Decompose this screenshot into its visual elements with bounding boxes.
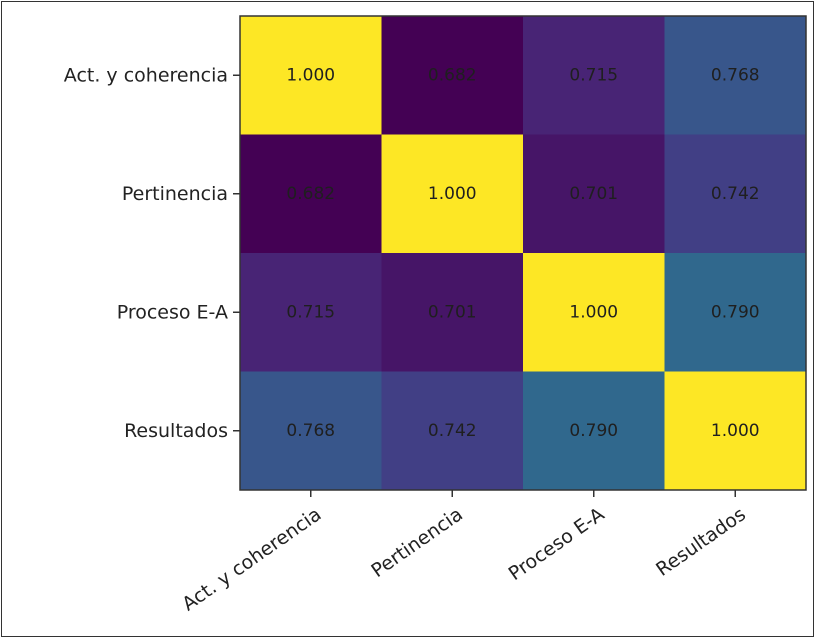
cell-value-label-r2-c1: 0.701	[428, 302, 477, 322]
x-tick-label-3: Resultados	[652, 503, 750, 581]
cell-value-label-r1-c1: 1.000	[428, 184, 477, 204]
cell-value-label-r0-c1: 0.682	[428, 65, 477, 85]
heatmap-cell-r1-c1	[381, 134, 524, 254]
heatmap-cell-r1-c3	[664, 134, 807, 254]
x-tick-label-2: Proceso E-A	[505, 503, 609, 585]
heatmap-cell-r3-c1	[381, 371, 524, 491]
cell-value-label-r2-c3: 0.790	[711, 302, 760, 322]
heatmap-cell-r2-c0	[240, 253, 382, 372]
heatmap-cell-r0-c1	[381, 16, 524, 135]
cell-value-label-r2-c2: 1.000	[569, 302, 618, 322]
y-tick-label-3: Resultados	[124, 420, 228, 442]
cell-value-label-r3-c2: 0.790	[569, 421, 618, 441]
heatmap-cell-r0-c2	[523, 16, 665, 135]
cell-value-label-r0-c3: 0.768	[711, 65, 760, 85]
heatmap-cells	[240, 16, 807, 491]
heatmap-cell-r0-c3	[664, 16, 807, 135]
y-tick-label-1: Pertinencia	[122, 183, 228, 205]
heatmap-cell-r2-c2	[523, 253, 665, 372]
cell-value-label-r3-c3: 1.000	[711, 421, 760, 441]
cell-value-label-r1-c2: 0.701	[569, 184, 618, 204]
heatmap-cell-r2-c3	[664, 253, 807, 372]
x-tick-label-0: Act. y coherencia	[178, 503, 325, 615]
axes-frame	[239, 15, 807, 491]
y-tick-label-2: Proceso E-A	[117, 301, 228, 323]
y-axis-ticks: Act. y coherencia Pertinencia Proceso E-A R…	[64, 64, 240, 442]
heatmap-cell-r3-c0	[240, 371, 382, 491]
y-tick-label-0: Act. y coherencia	[64, 64, 228, 86]
heatmap-cell-r3-c3	[664, 371, 807, 491]
cell-value-label-r2-c0: 0.715	[286, 302, 335, 322]
cell-value-label-r1-c3: 0.742	[711, 184, 760, 204]
cell-value-label-r3-c1: 0.742	[428, 421, 477, 441]
cell-value-label-r1-c0: 0.682	[286, 184, 335, 204]
heatmap-cell-labels: 1.000 0.682 0.715 0.768 0.682 1.000 0.701 0.742…	[286, 65, 759, 441]
x-tick-label-1: Pertinencia	[367, 503, 467, 582]
heatmap-cell-r1-c0	[240, 134, 382, 254]
cell-value-label-r3-c0: 0.768	[286, 421, 335, 441]
heatmap-cell-r2-c1	[381, 253, 524, 372]
x-axis-ticks: Act. y coherencia Pertinencia Proceso E-A R…	[178, 490, 750, 615]
heatmap-cell-r1-c2	[523, 134, 665, 254]
cell-value-label-r0-c0: 1.000	[286, 65, 335, 85]
heatmap-cell-r3-c2	[523, 371, 665, 491]
cell-value-label-r0-c2: 0.715	[569, 65, 618, 85]
heatmap-cell-r0-c0	[240, 16, 382, 135]
